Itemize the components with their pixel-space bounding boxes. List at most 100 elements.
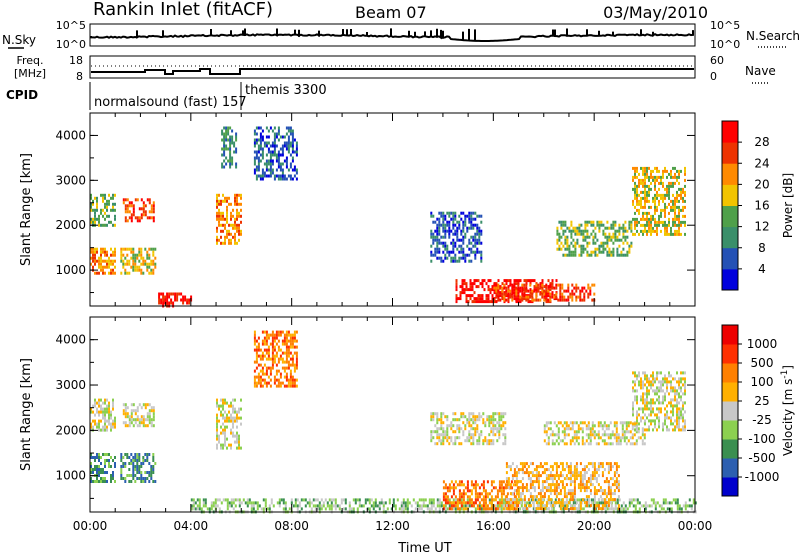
data-cell bbox=[476, 424, 479, 428]
data-cell bbox=[511, 289, 514, 293]
data-cell bbox=[590, 223, 593, 227]
data-cell bbox=[130, 412, 133, 416]
data-cell bbox=[642, 401, 644, 405]
data-cell bbox=[654, 422, 656, 426]
data-cell bbox=[676, 196, 678, 200]
data-cell bbox=[434, 235, 437, 239]
data-cell bbox=[480, 220, 483, 224]
data-cell bbox=[452, 211, 455, 215]
data-cell bbox=[475, 300, 478, 304]
data-cell bbox=[255, 366, 258, 370]
data-cell bbox=[462, 247, 465, 251]
data-cell bbox=[474, 433, 477, 437]
data-cell bbox=[581, 442, 584, 446]
data-cell bbox=[252, 504, 255, 508]
data-cell bbox=[469, 279, 472, 283]
data-cell bbox=[481, 294, 484, 298]
data-cell bbox=[513, 501, 516, 505]
data-cell bbox=[240, 232, 242, 236]
data-cell bbox=[474, 415, 477, 419]
data-cell bbox=[613, 471, 616, 475]
data-cell bbox=[128, 424, 131, 428]
data-cell bbox=[257, 144, 260, 148]
data-cell bbox=[690, 504, 693, 508]
data-cell bbox=[164, 301, 167, 305]
data-cell bbox=[218, 440, 220, 444]
data-cell bbox=[218, 404, 220, 408]
data-cell bbox=[523, 292, 526, 296]
data-cell bbox=[608, 247, 611, 251]
data-cell bbox=[236, 196, 238, 200]
data-cell bbox=[483, 288, 486, 292]
data-cell bbox=[452, 430, 455, 434]
data-cell bbox=[102, 265, 104, 269]
data-cell bbox=[114, 259, 116, 263]
data-cell bbox=[680, 410, 682, 414]
data-cell bbox=[224, 416, 226, 420]
data-cell bbox=[546, 498, 549, 502]
data-cell bbox=[124, 421, 127, 425]
data-cell bbox=[128, 474, 131, 477]
data-cell bbox=[672, 184, 674, 188]
data-cell bbox=[90, 477, 92, 480]
data-cell bbox=[380, 498, 383, 502]
data-cell bbox=[136, 418, 139, 422]
data-cell bbox=[684, 428, 686, 432]
data-cell bbox=[474, 253, 477, 257]
data-cell bbox=[124, 415, 127, 419]
data-cell bbox=[434, 238, 437, 242]
scatter-region bbox=[90, 398, 116, 432]
scatter-region bbox=[120, 453, 157, 483]
data-cell bbox=[94, 250, 96, 254]
data-cell bbox=[216, 238, 218, 242]
data-cell bbox=[460, 415, 463, 419]
data-cell bbox=[628, 498, 631, 502]
data-cell bbox=[222, 422, 224, 426]
data-cell bbox=[515, 504, 518, 508]
data-cell bbox=[310, 507, 313, 511]
data-cell bbox=[600, 498, 603, 502]
data-cell bbox=[571, 292, 574, 296]
data-cell bbox=[621, 436, 624, 440]
data-cell bbox=[593, 462, 596, 466]
data-cell bbox=[664, 377, 666, 381]
data-cell bbox=[557, 465, 560, 469]
data-cell bbox=[565, 462, 568, 466]
data-cell bbox=[684, 371, 686, 375]
data-cell bbox=[138, 471, 141, 474]
data-cell bbox=[569, 477, 572, 481]
data-cell bbox=[436, 433, 439, 437]
data-cell bbox=[684, 386, 686, 390]
data-cell bbox=[224, 241, 226, 245]
data-cell bbox=[578, 229, 581, 233]
data-cell bbox=[579, 477, 582, 481]
data-cell bbox=[498, 498, 501, 502]
data-cell bbox=[666, 380, 668, 384]
data-cell bbox=[240, 398, 242, 402]
data-cell bbox=[132, 418, 135, 422]
data-cell bbox=[458, 507, 461, 511]
data-cell bbox=[664, 419, 666, 423]
data-cell bbox=[482, 498, 485, 502]
data-cell bbox=[216, 211, 218, 215]
data-cell bbox=[273, 174, 276, 178]
data-cell bbox=[468, 211, 471, 215]
data-cell bbox=[561, 465, 564, 469]
data-cell bbox=[265, 336, 268, 340]
data-cell bbox=[600, 250, 603, 254]
data-cell bbox=[406, 498, 409, 502]
data-cell bbox=[226, 419, 228, 423]
data-cell bbox=[680, 232, 682, 236]
data-cell bbox=[517, 300, 520, 304]
data-cell bbox=[555, 489, 558, 493]
data-cell bbox=[504, 433, 507, 437]
data-cell bbox=[236, 425, 238, 429]
data-cell bbox=[642, 223, 644, 227]
data-cell bbox=[436, 244, 439, 248]
data-cell bbox=[150, 406, 153, 410]
data-cell bbox=[295, 171, 298, 175]
data-cell bbox=[100, 262, 102, 266]
data-cell bbox=[259, 138, 262, 142]
data-cell bbox=[98, 401, 100, 405]
data-cell bbox=[529, 471, 532, 475]
